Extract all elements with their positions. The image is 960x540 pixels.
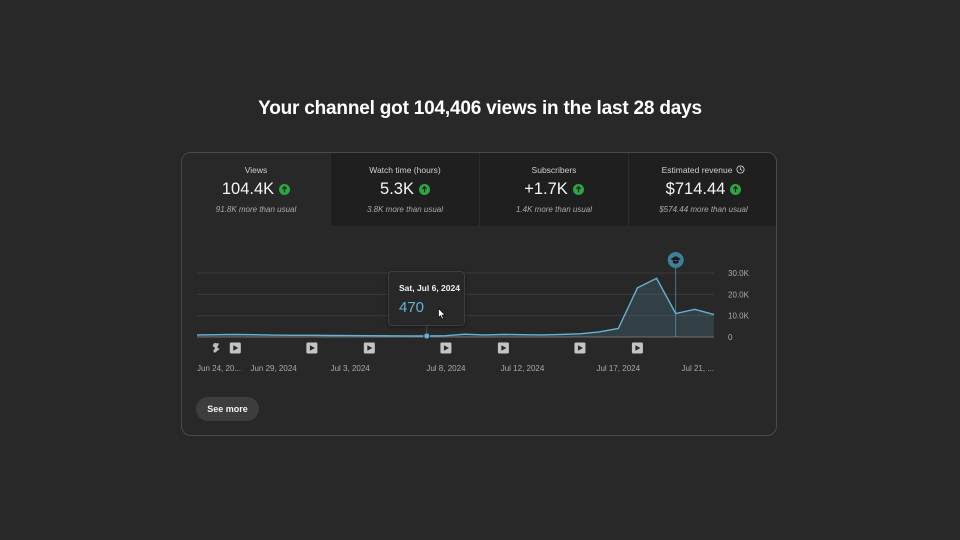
data-point[interactable] xyxy=(711,312,717,318)
clock-icon xyxy=(736,165,745,174)
tab-value: 104.4K xyxy=(221,179,275,198)
data-point[interactable] xyxy=(520,332,526,338)
mouse-cursor-icon xyxy=(438,308,446,320)
tab-comparison: 1.4K more than usual xyxy=(515,205,593,214)
data-point[interactable] xyxy=(347,333,353,339)
data-point[interactable] xyxy=(194,332,200,338)
data-point[interactable] xyxy=(654,275,660,281)
tab-label-text: Estimated revenue xyxy=(661,165,733,175)
data-point[interactable] xyxy=(462,331,468,337)
data-point[interactable] xyxy=(328,333,334,339)
arrow-up-icon xyxy=(572,183,584,195)
data-point[interactable] xyxy=(424,333,430,339)
data-point[interactable] xyxy=(539,332,545,338)
tooltip-date: Sat, Jul 6, 2024 xyxy=(399,283,460,293)
data-point[interactable] xyxy=(673,311,679,317)
data-point[interactable] xyxy=(634,285,640,291)
tab-subscribers[interactable]: Subscribers +1.7K 1.4K more than usual xyxy=(480,153,629,226)
tab-views[interactable]: Views 104.4K 91.8K more than usual xyxy=(182,153,331,226)
tab-label: Watch time (hours) xyxy=(369,165,441,175)
tab-label: Estimated revenue xyxy=(629,165,776,175)
data-point[interactable] xyxy=(405,333,411,339)
data-point[interactable] xyxy=(443,333,449,339)
data-point[interactable] xyxy=(309,332,315,338)
tab-value: $714.44 xyxy=(665,179,726,198)
chart-tooltip: Sat, Jul 6, 2024 470 xyxy=(388,271,465,326)
tab-label: Subscribers xyxy=(531,165,577,175)
data-point[interactable] xyxy=(290,332,296,338)
tab-value: +1.7K xyxy=(524,179,568,198)
tab-comparison: $574.44 more than usual xyxy=(659,205,748,214)
arrow-up-icon xyxy=(418,183,430,195)
data-point[interactable] xyxy=(232,331,238,337)
data-point[interactable] xyxy=(251,332,257,338)
data-point[interactable] xyxy=(558,331,564,337)
page-title: Your channel got 104,406 views in the la… xyxy=(258,98,702,119)
tab-comparison: 3.8K more than usual xyxy=(366,205,444,214)
views-summary-card: Views 104.4K 91.8K more than usual Watch… xyxy=(181,152,777,436)
tooltip-value: 470 xyxy=(399,299,425,316)
tab-watch-time[interactable]: Watch time (hours) 5.3K 3.8K more than u… xyxy=(331,153,480,226)
data-point[interactable] xyxy=(366,333,372,339)
data-point[interactable] xyxy=(385,333,391,339)
tab-value: 5.3K xyxy=(380,179,414,198)
see-more-button[interactable]: See more xyxy=(196,397,259,421)
data-point[interactable] xyxy=(596,329,602,335)
tab-estimated-revenue[interactable]: Estimated revenue $714.44 $574.44 more t… xyxy=(629,153,776,226)
data-point[interactable] xyxy=(500,331,506,337)
metric-tabs: Views 104.4K 91.8K more than usual Watch… xyxy=(182,153,776,226)
arrow-up-icon xyxy=(730,183,742,195)
tab-label: Views xyxy=(244,165,268,175)
arrow-up-icon xyxy=(279,183,291,195)
data-point[interactable] xyxy=(213,332,219,338)
data-point[interactable] xyxy=(615,325,621,331)
data-point[interactable] xyxy=(577,331,583,337)
tab-comparison: 91.8K more than usual xyxy=(215,205,297,214)
data-point[interactable] xyxy=(481,332,487,338)
data-point[interactable] xyxy=(692,306,698,312)
data-point[interactable] xyxy=(271,332,277,338)
